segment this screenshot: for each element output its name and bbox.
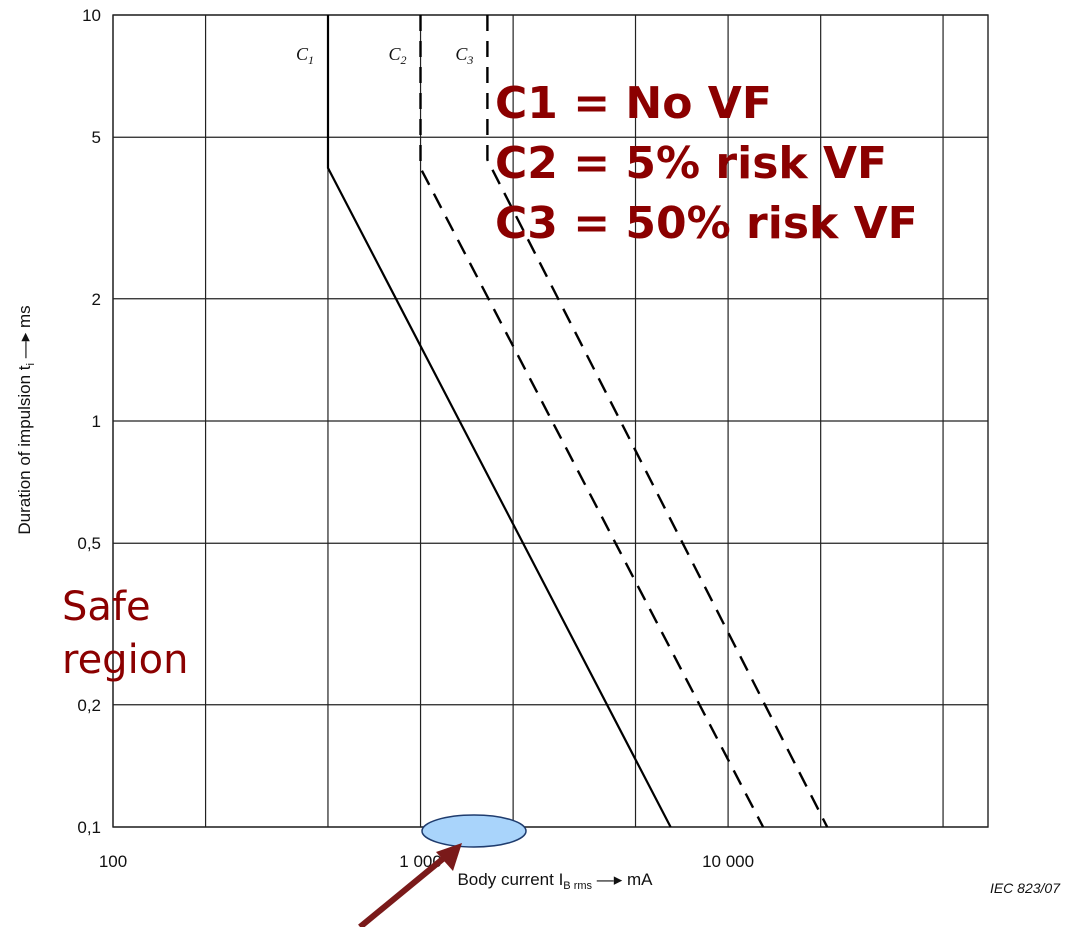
y-tick-label: 1	[92, 412, 101, 431]
y-axis-title-unit: ms	[15, 305, 34, 328]
curve-c1	[326, 15, 672, 828]
pointer-arrow-head	[436, 843, 462, 871]
curve-label-c2: C2	[389, 44, 407, 67]
y-tick-label: 2	[92, 290, 101, 309]
y-tick-label: 5	[92, 128, 101, 147]
svg-text:Duration of impulsion ti —▸ ms: Duration of impulsion ti —▸ ms	[15, 305, 37, 534]
legend-line-c1: C1 = No VF	[495, 78, 772, 129]
highlight-ellipse	[421, 814, 527, 848]
curve-label-c1: C1	[296, 44, 314, 67]
pointer-arrow-shaft	[358, 850, 452, 927]
curve-labels: C1 C2 C3	[296, 44, 473, 67]
y-tick-label: 0,2	[77, 696, 101, 715]
x-axis-title-unit: mA	[627, 870, 653, 889]
curves	[326, 15, 829, 828]
x-axis-title-sub: B rms	[563, 880, 592, 892]
y-axis-title-sub: i	[25, 363, 37, 365]
x-tick-labels: 100 1 000 10 000	[99, 852, 754, 871]
curve-c3	[486, 15, 829, 828]
grid	[112, 14, 989, 828]
y-axis-title-text: Duration of impulsion t	[15, 365, 34, 534]
curve-label-c3: C3	[455, 44, 473, 67]
x-tick-label: 100	[99, 852, 127, 871]
safe-region-line2: region	[62, 637, 189, 683]
x-axis-title-text: Body current I	[457, 870, 563, 889]
y-tick-label: 0,5	[77, 534, 101, 553]
y-tick-label: 10	[82, 6, 101, 25]
legend-line-c3: C3 = 50% risk VF	[495, 198, 918, 249]
legend-line-c2: C2 = 5% risk VF	[495, 138, 887, 189]
y-tick-labels: 10 5 2 1 0,5 0,2 0,1	[77, 6, 101, 837]
y-axis-title: Duration of impulsion ti —▸ ms	[15, 305, 37, 534]
figure-id: IEC 823/07	[990, 880, 1061, 896]
plot-frame	[112, 14, 989, 828]
safe-region-line1: Safe	[62, 584, 151, 630]
x-axis-title: Body current IB rms —▸ mA	[457, 870, 653, 892]
x-tick-label: 10 000	[702, 852, 754, 871]
y-tick-label: 0,1	[77, 818, 101, 837]
